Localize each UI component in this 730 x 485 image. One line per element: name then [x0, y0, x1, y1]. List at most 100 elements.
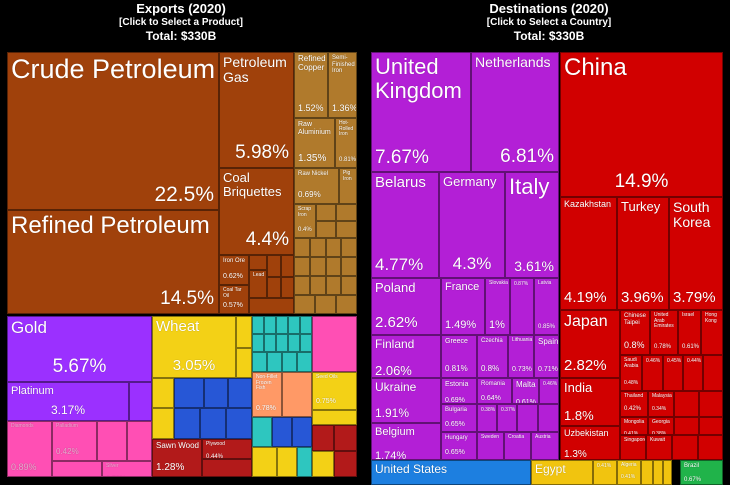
dest-algeria[interactable]: Algeria 0.41% — [617, 460, 641, 485]
dest-tile[interactable] — [653, 460, 663, 485]
export-pig-iron[interactable]: Pig Iron — [339, 168, 357, 204]
dest-israel[interactable]: Israel 0.61% — [678, 310, 701, 355]
dest-thailand[interactable]: Thailand 0.42% — [620, 391, 648, 417]
dest-bulgaria[interactable]: Bulgaria 0.65% — [441, 404, 477, 432]
export-tile[interactable] — [252, 352, 267, 372]
dest-south-korea[interactable]: South Korea 3.79% — [669, 197, 723, 310]
dest-estonia[interactable]: Estonia 0.69% — [441, 378, 477, 404]
export-tile[interactable] — [228, 378, 252, 408]
export-tile[interactable] — [272, 417, 292, 447]
export-platinum[interactable]: Platinum 3.17% — [7, 382, 129, 421]
export-tile[interactable] — [288, 334, 300, 352]
dest-tile[interactable] — [674, 417, 699, 435]
export-tile[interactable] — [152, 408, 174, 439]
dest-tile[interactable]: 0.45% — [663, 355, 683, 391]
export-tile[interactable] — [294, 276, 310, 295]
dest-uzbekistan[interactable]: Uzbekistan 1.3% — [560, 426, 620, 460]
export-tile[interactable] — [312, 425, 334, 451]
export-tile[interactable] — [267, 352, 282, 372]
dest-tile[interactable]: 0.87% — [510, 278, 534, 335]
export-tile[interactable] — [252, 316, 264, 334]
dest-netherlands[interactable]: Netherlands 6.81% — [471, 52, 559, 172]
export-tile[interactable] — [252, 447, 277, 477]
dest-ukraine[interactable]: Ukraine 1.91% — [371, 378, 441, 423]
export-iron-ore[interactable]: Iron Ore 0.62% — [219, 255, 249, 285]
export-tile[interactable] — [267, 277, 281, 298]
export-sawn-wood[interactable]: Sawn Wood 1.28% — [152, 439, 202, 477]
dest-india[interactable]: India 1.8% — [560, 378, 620, 426]
dest-egypt[interactable]: Egypt — [531, 460, 593, 485]
export-tile[interactable] — [334, 425, 357, 451]
select-product-link[interactable]: [Click to Select a Product] — [119, 17, 243, 28]
export-raw-nickel[interactable]: Raw Nickel 0.69% — [294, 168, 339, 204]
export-tile[interactable] — [336, 221, 357, 238]
export-tile[interactable] — [249, 255, 267, 270]
export-gold[interactable]: Gold 5.67% — [7, 316, 152, 382]
dest-tile[interactable] — [699, 391, 723, 417]
export-tile[interactable] — [288, 316, 300, 334]
select-country-link[interactable]: [Click to Select a Country] — [486, 17, 612, 28]
dest-italy[interactable]: Italy 3.61% — [505, 172, 559, 278]
export-tile[interactable] — [312, 410, 357, 425]
dest-tile[interactable] — [641, 460, 653, 485]
dest-tile[interactable]: 0.41% — [593, 460, 617, 485]
export-tile[interactable] — [282, 352, 297, 372]
export-tile[interactable] — [281, 255, 294, 277]
dest-tile[interactable] — [663, 460, 672, 485]
dest-brazil[interactable]: Brazil 0.67% — [680, 460, 723, 485]
export-tile[interactable] — [326, 276, 341, 295]
export-tile[interactable] — [300, 334, 312, 352]
export-coal-briquettes[interactable]: Coal Briquettes 4.4% — [219, 168, 294, 255]
dest-singapore[interactable]: Singapore — [620, 435, 646, 460]
dest-czechia[interactable]: Czechia 0.8% — [477, 335, 508, 378]
export-tile[interactable] — [252, 417, 272, 447]
export-semi-finished-iron[interactable]: Semi-Finished Iron 1.36% — [328, 52, 357, 118]
export-tile[interactable] — [326, 238, 341, 257]
export-tile[interactable] — [276, 334, 288, 352]
export-tile[interactable] — [294, 257, 310, 276]
dest-romania[interactable]: Romania 0.64% — [477, 378, 512, 404]
dest-lithuania[interactable]: Lithuania 0.73% — [508, 335, 534, 378]
dest-tile[interactable]: 0.46% — [539, 378, 559, 404]
export-tile[interactable] — [152, 378, 174, 408]
dest-japan[interactable]: Japan 2.82% — [560, 310, 620, 378]
dest-sweden[interactable]: Sweden — [477, 432, 504, 460]
export-tile[interactable] — [312, 451, 334, 477]
export-tile[interactable] — [341, 238, 357, 257]
export-diamonds[interactable]: Diamonds 0.89% — [7, 421, 52, 477]
dest-tile[interactable] — [698, 435, 723, 460]
export-tile[interactable] — [281, 277, 294, 298]
export-tile[interactable] — [277, 447, 297, 477]
export-tile[interactable] — [200, 408, 226, 439]
dest-tile[interactable]: 0.38% — [477, 404, 497, 432]
export-tile[interactable] — [341, 257, 357, 276]
dest-spain[interactable]: Spain 0.71% — [534, 335, 559, 378]
dest-finland[interactable]: Finland 2.06% — [371, 335, 441, 378]
export-petroleum-gas[interactable]: Petroleum Gas 5.98% — [219, 52, 294, 168]
export-tile[interactable] — [264, 316, 276, 334]
export-tile[interactable] — [236, 348, 252, 378]
export-tile[interactable] — [312, 316, 357, 372]
export-scrap-iron[interactable]: Scrap Iron 0.4% — [294, 204, 316, 238]
dest-united-kingdom[interactable]: United Kingdom 7.67% — [371, 52, 471, 172]
dest-malta[interactable]: Malta 0.61% — [512, 378, 539, 404]
dest-tile[interactable]: 0.46% — [642, 355, 663, 391]
export-tile[interactable] — [310, 238, 326, 257]
dest-malaysia[interactable]: Malaysia 0.34% — [648, 391, 674, 417]
dest-tile[interactable] — [672, 435, 698, 460]
dest-hong-kong[interactable]: Hong Kong — [701, 310, 723, 355]
export-tile[interactable] — [204, 378, 228, 408]
export-tile[interactable] — [249, 298, 294, 314]
export-palladium[interactable]: Palladium 0.42% — [52, 421, 97, 461]
dest-germany[interactable]: Germany 4.3% — [439, 172, 505, 278]
dest-kazakhstan[interactable]: Kazakhstan 4.19% — [560, 197, 617, 310]
export-raw-aluminium[interactable]: Raw Aluminium 1.35% — [294, 118, 335, 168]
export-tile[interactable] — [316, 204, 336, 221]
export-tile[interactable] — [310, 257, 326, 276]
dest-croatia[interactable]: Croatia — [504, 432, 531, 460]
dest-mongolia[interactable]: Mongolia 0.41% — [620, 417, 648, 435]
dest-tile[interactable] — [674, 391, 699, 417]
export-silver[interactable]: Silver 0.79% — [102, 461, 152, 477]
export-tile[interactable] — [127, 421, 152, 461]
dest-united-states[interactable]: United States — [371, 460, 531, 485]
